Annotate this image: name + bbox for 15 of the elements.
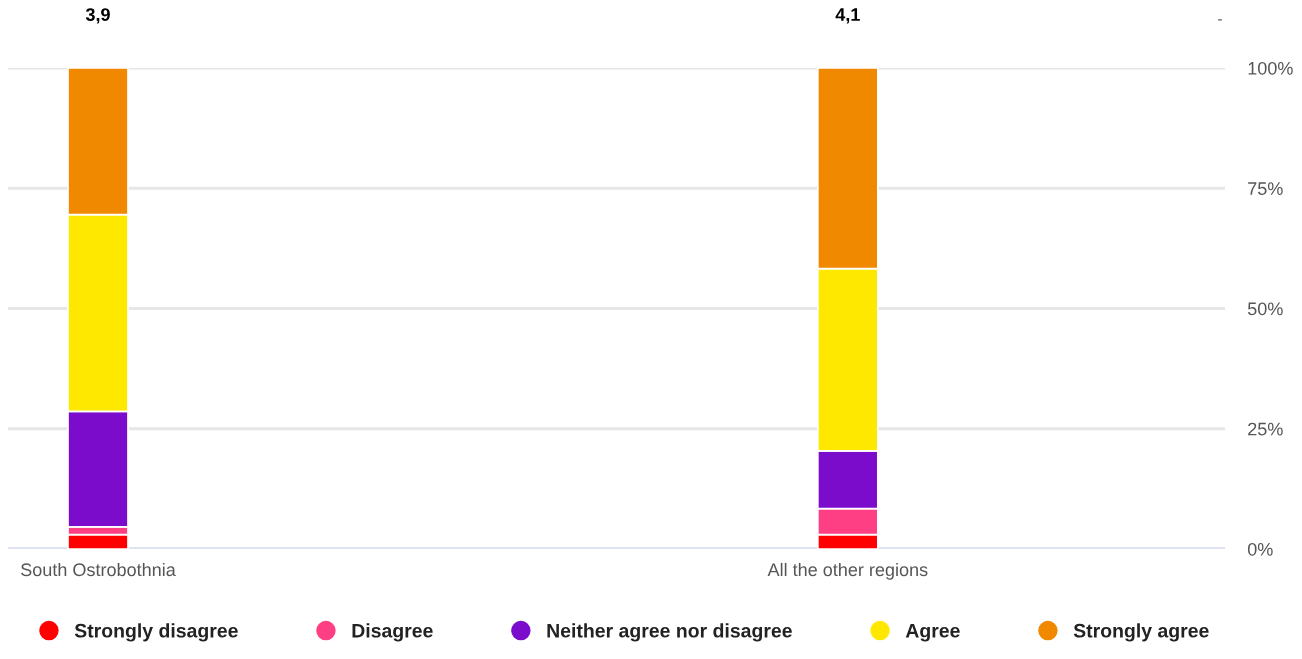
text: 3,9 [85,8,110,24]
y-tick-label: 50% [1247,302,1283,316]
x-tick-label: South Ostrobothnia [21,562,176,577]
y-tick-label: 75% [1248,182,1283,195]
legend-label: Agree [905,624,960,642]
legend-label: Neither agree nor disagree [547,623,792,642]
y-tick-label: 100% [1248,61,1293,75]
text: - [1218,19,1222,21]
x-tick-label: All the other regions [767,562,928,580]
legend-label: Strongly agree [1073,623,1209,642]
legend-label: Strongly disagree [74,623,238,642]
y-tick-label: 25% [1248,422,1283,436]
y-tick-label: 0% [1247,542,1273,556]
legend-label: Disagree [352,623,433,642]
text: 4,1 [835,8,860,24]
